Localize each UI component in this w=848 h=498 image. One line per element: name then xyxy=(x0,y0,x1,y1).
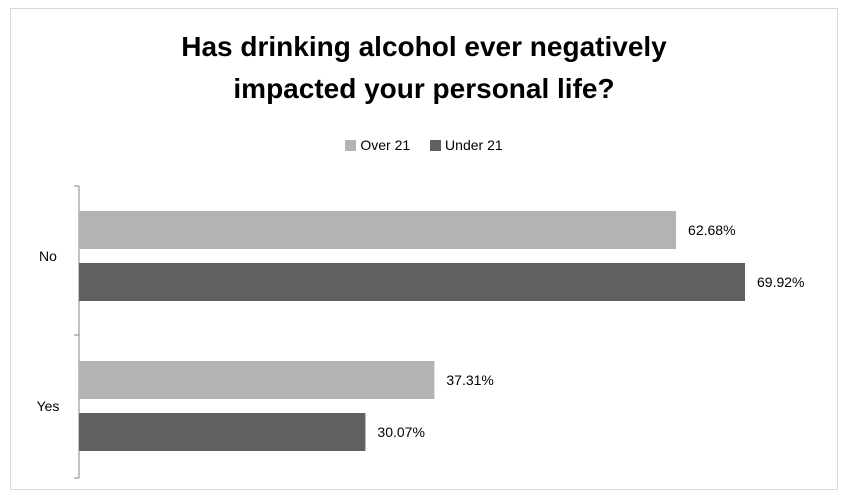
bar-under-21-no xyxy=(79,263,745,301)
data-label-over-21-no: 62.68% xyxy=(688,222,735,238)
category-label-yes: Yes xyxy=(37,398,60,414)
legend-item-over-21: Over 21 xyxy=(345,137,410,153)
data-label-over-21-yes: 37.31% xyxy=(446,372,493,388)
legend-swatch-over-21 xyxy=(345,139,357,151)
legend-label-under-21: Under 21 xyxy=(445,137,503,153)
bar-over-21-no xyxy=(79,211,677,249)
legend-item-under-21: Under 21 xyxy=(430,137,503,153)
category-label-no: No xyxy=(39,248,57,264)
chart-frame xyxy=(10,8,838,490)
legend: Over 21 Under 21 xyxy=(0,137,848,154)
legend-swatch-under-21 xyxy=(430,139,442,151)
data-label-under-21-no: 69.92% xyxy=(757,274,804,290)
bar-over-21-yes xyxy=(79,361,435,399)
bar-under-21-yes xyxy=(79,413,366,451)
legend-label-over-21: Over 21 xyxy=(360,137,411,153)
chart-title-line: impacted your personal life? xyxy=(233,73,615,104)
chart-title-line: Has drinking alcohol ever negatively xyxy=(181,31,667,62)
chart-title: Has drinking alcohol ever negatively impa… xyxy=(0,26,848,110)
data-label-under-21-yes: 30.07% xyxy=(377,424,424,440)
